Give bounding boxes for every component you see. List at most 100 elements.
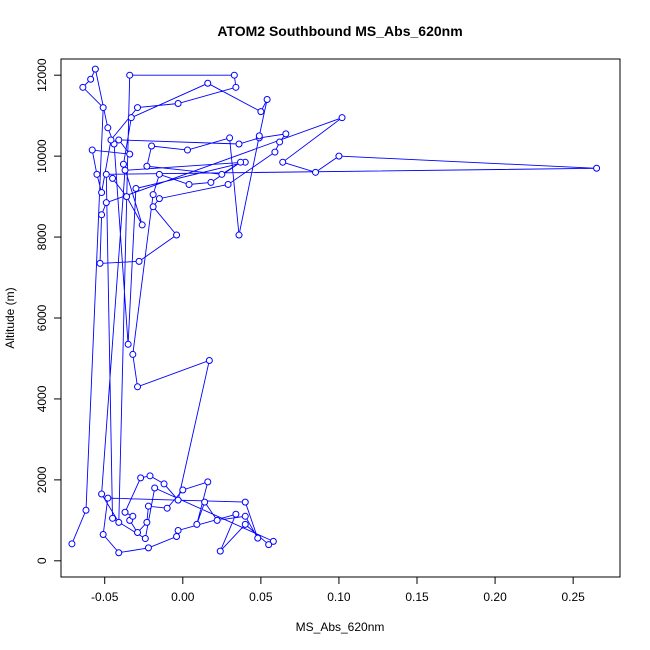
x-tick-label: 0.00: [171, 590, 195, 604]
y-axis-label: Altitude (m): [3, 287, 17, 348]
data-point: [241, 520, 249, 528]
data-point: [119, 160, 127, 168]
data-point: [143, 518, 151, 526]
data-point: [121, 166, 129, 174]
data-point: [338, 114, 346, 122]
data-point: [104, 124, 112, 132]
x-tick-label: -0.05: [91, 590, 119, 604]
data-point: [99, 531, 107, 539]
data-point: [134, 104, 142, 112]
data-point: [235, 140, 243, 148]
data-point: [144, 502, 152, 510]
data-point: [237, 158, 245, 166]
data-point: [107, 136, 115, 144]
data-point: [235, 231, 243, 239]
y-tick-label: 10000: [35, 139, 49, 173]
data-point: [276, 138, 284, 146]
data-point: [127, 114, 135, 122]
data-point: [135, 257, 143, 265]
data-point: [213, 516, 221, 524]
data-point: [160, 480, 168, 488]
series-line: [71, 67, 597, 554]
y-tick-label: 8000: [35, 223, 49, 250]
y-axis: 0 2000 4000 6000 8000 10000 12000: [35, 58, 62, 564]
data-point: [98, 490, 106, 498]
data-point: [134, 528, 142, 536]
chart-title: ATOM2 Southbound MS_Abs_620nm: [217, 23, 462, 39]
y-tick-label: 12000: [35, 58, 49, 92]
data-point: [593, 164, 601, 172]
data-point: [207, 178, 215, 186]
data-point: [179, 486, 187, 494]
data-point: [193, 520, 201, 528]
data-point: [254, 534, 262, 542]
x-tick-label: 0.10: [327, 590, 351, 604]
data-point: [173, 533, 181, 541]
data-point: [115, 518, 123, 526]
data-point: [226, 134, 234, 142]
data-point: [201, 498, 209, 506]
data-point: [124, 340, 132, 348]
data-point: [123, 193, 131, 201]
data-point: [255, 132, 263, 140]
data-point: [230, 71, 238, 79]
data-point: [88, 146, 96, 154]
data-point: [263, 95, 271, 103]
data-point: [149, 191, 157, 199]
x-axis: -0.05 0.00 0.05 0.10 0.15 0.20 0.25: [91, 576, 585, 604]
data-point: [279, 158, 287, 166]
data-point: [183, 146, 191, 154]
data-point: [137, 474, 145, 482]
y-tick-label: 2000: [35, 466, 49, 493]
data-point: [68, 540, 76, 548]
data-point: [99, 104, 107, 112]
x-tick-label: 0.15: [405, 590, 429, 604]
data-point: [241, 498, 249, 506]
data-point: [269, 537, 277, 545]
data-point: [98, 189, 106, 197]
data-point: [121, 508, 129, 516]
data-point: [185, 180, 193, 188]
data-point: [205, 356, 213, 364]
x-axis-label: MS_Abs_620nm: [296, 620, 385, 634]
data-point: [335, 152, 343, 160]
data-point: [257, 108, 265, 116]
data-point: [148, 142, 156, 150]
data-point: [218, 170, 226, 178]
data-point: [132, 185, 140, 192]
data-point: [98, 211, 106, 219]
data-point: [173, 231, 181, 239]
data-point: [216, 547, 224, 555]
data-point: [232, 510, 240, 518]
data-point: [104, 494, 112, 502]
data-point: [115, 549, 123, 557]
data-point: [87, 75, 95, 83]
data-point: [129, 512, 137, 520]
data-point: [163, 504, 171, 512]
data-point: [149, 203, 157, 211]
data-point: [204, 478, 212, 486]
data-point: [96, 259, 104, 267]
data-point: [143, 162, 151, 170]
data-point: [271, 148, 279, 156]
data-point: [146, 472, 154, 480]
data-point: [241, 512, 249, 520]
data-point: [174, 526, 182, 534]
data-point: [126, 150, 134, 158]
data-point: [232, 83, 240, 91]
series-points: [68, 65, 601, 557]
data-point: [204, 79, 212, 87]
data-point: [174, 100, 182, 108]
data-point: [141, 535, 149, 543]
y-tick-label: 6000: [35, 304, 49, 331]
x-tick-label: 0.05: [249, 590, 273, 604]
data-point: [138, 221, 146, 229]
data-point: [312, 168, 320, 176]
data-point: [109, 174, 117, 182]
data-point: [102, 199, 110, 207]
data-point: [91, 65, 99, 73]
data-point: [224, 180, 232, 188]
data-point: [109, 514, 117, 522]
